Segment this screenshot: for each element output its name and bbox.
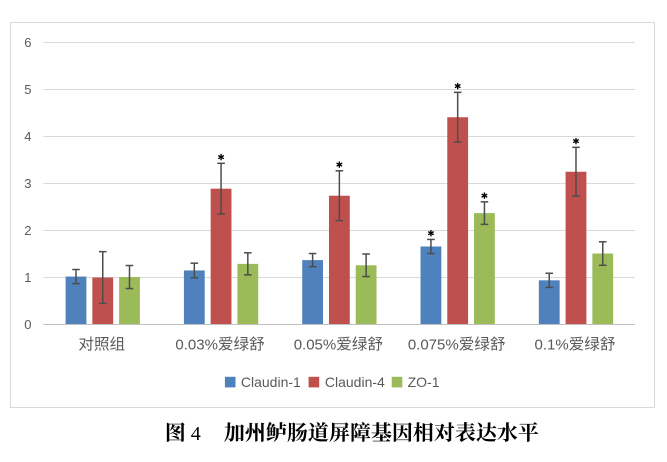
svg-text:5: 5 — [24, 82, 31, 97]
svg-text:0.05%: 0.05% — [294, 337, 337, 354]
svg-text:2: 2 — [24, 223, 31, 238]
svg-text:3: 3 — [24, 176, 31, 191]
svg-text:0.1%: 0.1% — [535, 337, 569, 354]
svg-text:6: 6 — [24, 35, 31, 50]
svg-text:4: 4 — [191, 423, 201, 445]
svg-text:4: 4 — [24, 129, 31, 144]
svg-text:ZO-1: ZO-1 — [408, 374, 440, 390]
svg-text:0: 0 — [24, 317, 31, 332]
svg-text:Claudin-1: Claudin-1 — [241, 374, 301, 390]
svg-text:0.03%: 0.03% — [175, 337, 218, 354]
svg-text:Claudin-4: Claudin-4 — [325, 374, 385, 390]
svg-text:0.075%: 0.075% — [408, 337, 459, 354]
svg-text:1: 1 — [24, 270, 31, 285]
